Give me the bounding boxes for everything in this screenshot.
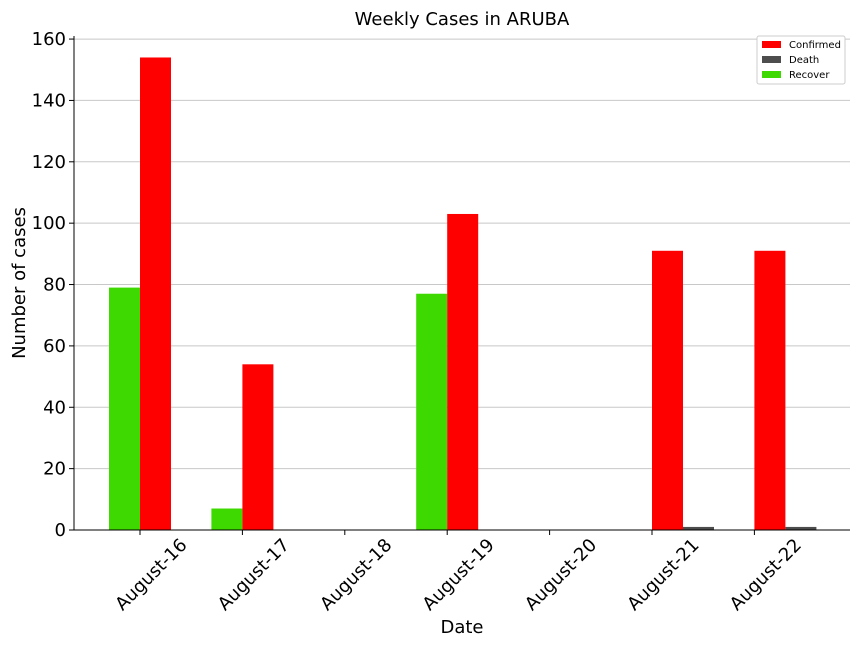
legend: Confirmed Death Recover	[756, 35, 846, 85]
x-ticks: August-16 August-17 August-18 August-19 Augu…	[111, 530, 806, 615]
bar-recover	[211, 508, 243, 530]
bar-death	[785, 526, 817, 530]
bar-confirmed	[754, 250, 786, 531]
bars	[109, 57, 817, 531]
bar-confirmed	[447, 213, 479, 530]
legend-swatch-recover	[762, 71, 781, 78]
legend-swatch-confirmed	[762, 41, 781, 48]
legend-label-confirmed: Confirmed	[789, 40, 841, 51]
x-tick-label: August-19	[419, 535, 499, 615]
bar-confirmed	[242, 364, 274, 530]
x-axis-title: Date	[440, 617, 483, 638]
x-tick-label: August-16	[111, 535, 191, 615]
x-tick-label: August-21	[623, 535, 703, 615]
bar-confirmed	[652, 250, 683, 531]
y-tick-label: 0	[55, 520, 66, 541]
legend-label-death: Death	[789, 55, 819, 66]
bar-confirmed	[140, 57, 171, 530]
chart-title: Weekly Cases in ARUBA	[355, 9, 570, 30]
bar-recover	[109, 287, 140, 530]
y-tick-label: 20	[43, 459, 66, 480]
y-tick-label: 120	[32, 152, 66, 173]
y-tick-label: 40	[43, 397, 66, 418]
y-tick-label: 100	[32, 213, 66, 234]
legend-label-recover: Recover	[789, 70, 830, 81]
y-tick-label: 160	[32, 29, 66, 50]
x-tick-label: August-17	[214, 535, 294, 615]
y-tick-label: 60	[43, 336, 66, 357]
legend-swatch-death	[762, 56, 781, 63]
x-tick-label: August-22	[726, 535, 806, 615]
y-tick-label: 80	[43, 275, 66, 296]
x-tick-label: August-18	[316, 535, 396, 615]
bar-death	[683, 526, 714, 530]
y-tick-label: 140	[32, 90, 66, 111]
y-ticks: 0 20 40 60 80 100 120 140 160	[32, 29, 74, 541]
y-axis-title: Number of cases	[9, 207, 30, 359]
bar-recover	[416, 293, 448, 530]
x-tick-label: August-20	[521, 535, 601, 615]
